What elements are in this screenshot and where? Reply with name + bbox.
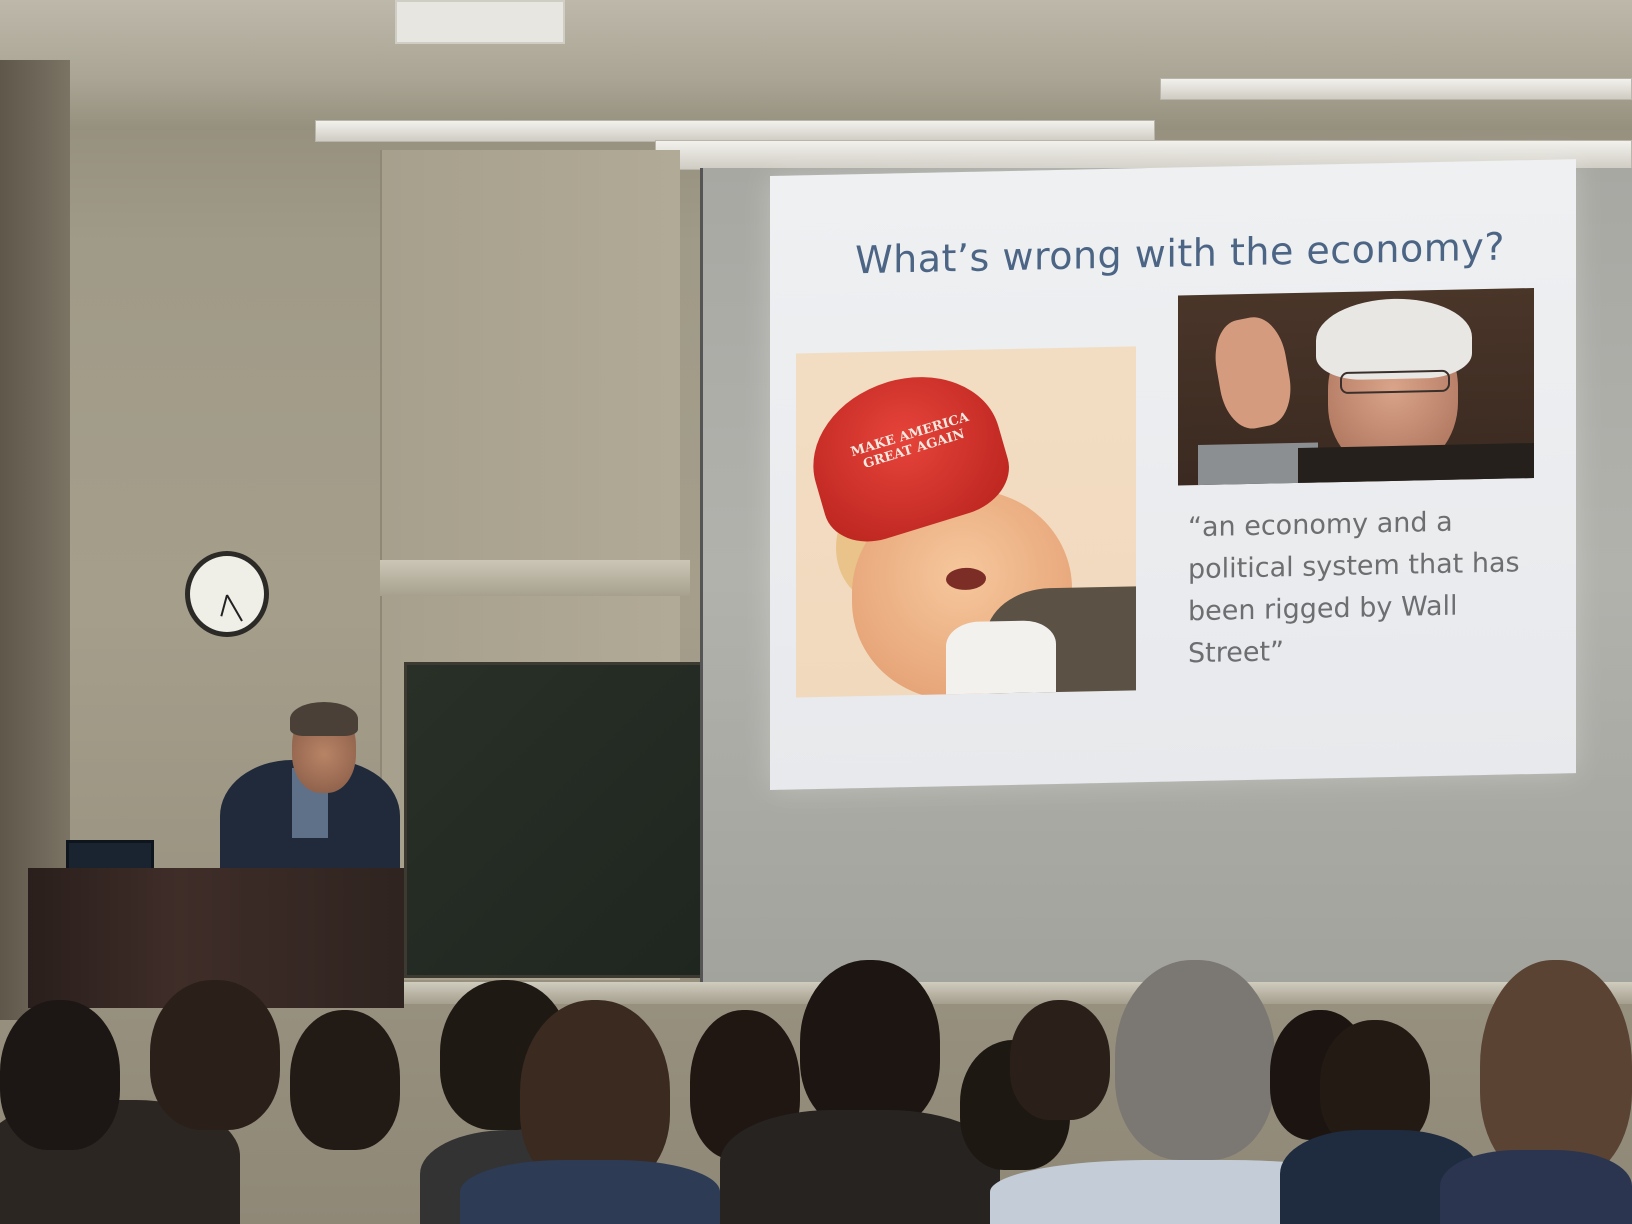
- audience-head: [800, 960, 940, 1130]
- suit: [1298, 442, 1534, 486]
- raised-hand: [1208, 312, 1298, 434]
- audience-head: [1010, 1000, 1110, 1120]
- slide-title: What’s wrong with the economy?: [855, 224, 1505, 283]
- audience-head: [290, 1010, 400, 1150]
- slide-quote: “an economy and a political system that …: [1188, 500, 1548, 676]
- ceiling: [0, 0, 1632, 130]
- shirt: [946, 620, 1056, 698]
- white-hair: [1316, 297, 1472, 381]
- quote-line: political system that has: [1188, 547, 1520, 586]
- audience-head: [0, 1000, 120, 1150]
- photo-red-cap-speaker: MAKE AMERICA GREAT AGAIN: [796, 346, 1136, 698]
- presentation-slide: What’s wrong with the economy? MAKE AMER…: [770, 159, 1576, 790]
- ceiling-projector: [395, 0, 565, 44]
- audience-head: [150, 980, 280, 1130]
- screen-housing-left: [315, 120, 1155, 142]
- glasses: [1340, 369, 1450, 395]
- audience-member: [1440, 1150, 1632, 1224]
- chalkboard: [404, 662, 704, 978]
- audience: [0, 960, 1632, 1224]
- screen-base: [400, 982, 1632, 1004]
- audience-member: [720, 1110, 1000, 1224]
- photo-pointing-speaker: [1178, 287, 1534, 486]
- audience-member: [460, 1160, 720, 1224]
- audience-head: [1320, 1020, 1430, 1150]
- audience-head: [1480, 960, 1632, 1180]
- quote-line: been rigged by Wall: [1188, 590, 1458, 628]
- wall-clock: [185, 551, 269, 637]
- left-wall-shadow: [0, 60, 70, 1020]
- audience-head-grey: [1115, 960, 1275, 1160]
- wall-ledge: [380, 560, 690, 596]
- quote-line: Street”: [1188, 636, 1285, 670]
- audience-head: [520, 1000, 670, 1190]
- clock-minute-hand: [226, 594, 243, 622]
- screen-housing-right: [1160, 78, 1632, 100]
- cap-text: MAKE AMERICA GREAT AGAIN: [836, 406, 988, 479]
- presenter-hair: [290, 702, 358, 736]
- quote-line: “an economy and a: [1188, 506, 1453, 544]
